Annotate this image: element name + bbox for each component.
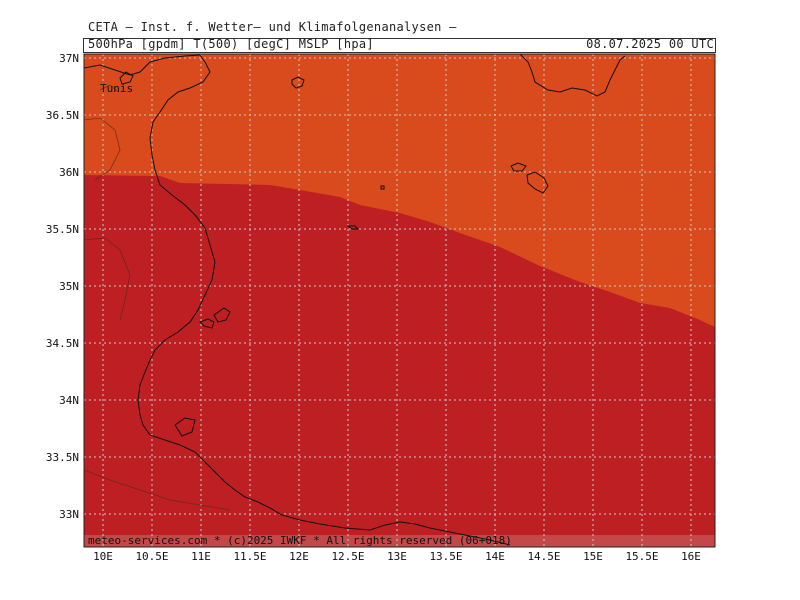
lon-label: 13E xyxy=(387,550,407,563)
longitude-labels: 10E 10.5E 11E 11.5E 12E 12.5E 13E 13.5E … xyxy=(93,550,701,563)
city-label-tunis: Tunis xyxy=(100,82,133,95)
country-borders xyxy=(84,84,231,511)
lat-label: 34N xyxy=(59,394,79,407)
lat-label: 36N xyxy=(59,166,79,179)
lat-label: 33N xyxy=(59,508,79,521)
lat-label: 36.5N xyxy=(46,109,79,122)
lon-label: 13.5E xyxy=(429,550,462,563)
lon-label: 12.5E xyxy=(331,550,364,563)
map-title: CETA – Inst. f. Wetter– und Klimafolgena… xyxy=(88,20,457,34)
valid-time-label: 08.07.2025 00 UTC xyxy=(586,37,714,51)
grid-lines xyxy=(84,54,715,547)
lat-label: 37N xyxy=(59,52,79,65)
lat-label: 33.5N xyxy=(46,451,79,464)
lon-label: 12E xyxy=(289,550,309,563)
lon-label: 15E xyxy=(583,550,603,563)
lon-label: 11E xyxy=(191,550,211,563)
parameter-label: 500hPa [gpdm] T(500) [degC] MSLP [hpa] xyxy=(88,37,374,51)
lon-label: 15.5E xyxy=(625,550,658,563)
lon-label: 14.5E xyxy=(527,550,560,563)
lon-label: 11.5E xyxy=(233,550,266,563)
lon-label: 10E xyxy=(93,550,113,563)
copyright-footer: meteo-services.com * (c)2025 IWKF * All … xyxy=(88,534,512,547)
lat-label: 34.5N xyxy=(46,337,79,350)
map-frame xyxy=(83,53,716,548)
lon-label: 14E xyxy=(485,550,505,563)
parameter-bar xyxy=(83,38,716,53)
latitude-labels: 37N 36.5N 36N 35.5N 35N 34.5N 34N 33.5N … xyxy=(46,52,79,521)
coastlines xyxy=(84,54,626,546)
lat-label: 35.5N xyxy=(46,223,79,236)
lon-label: 10.5E xyxy=(135,550,168,563)
footer-strip xyxy=(84,535,715,547)
lon-label: 16E xyxy=(681,550,701,563)
lat-label: 35N xyxy=(59,280,79,293)
temperature-region-hot xyxy=(84,175,715,547)
